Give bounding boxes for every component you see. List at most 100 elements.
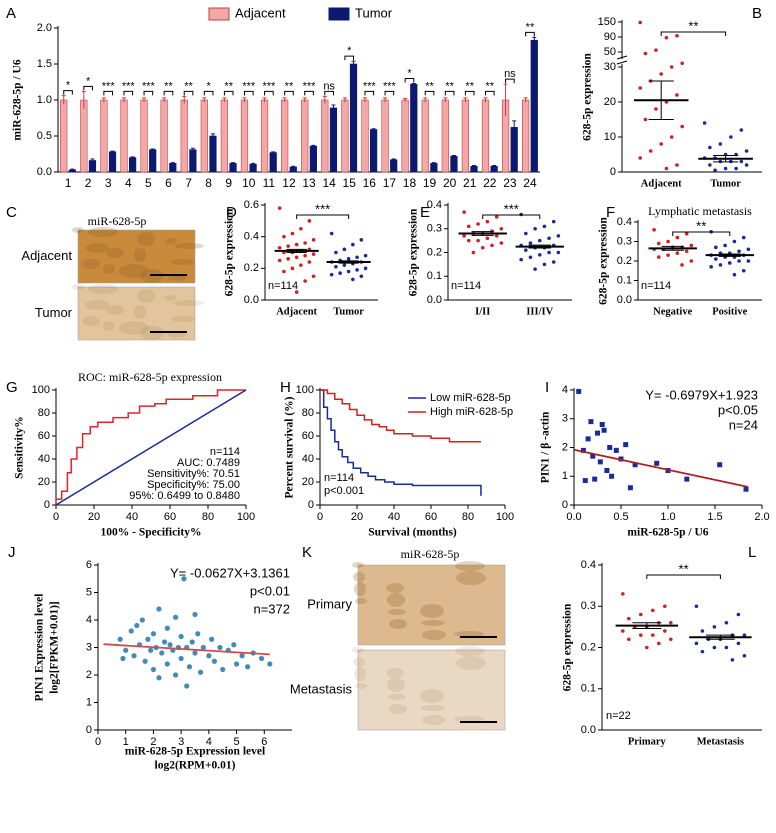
data-point xyxy=(167,642,173,648)
data-point xyxy=(211,658,217,664)
x-axis-label: miR-628-5p Expression level xyxy=(125,746,265,758)
bar xyxy=(510,127,518,173)
data-point xyxy=(359,238,364,242)
data-point xyxy=(684,476,690,482)
data-point xyxy=(744,163,749,167)
annotation: AUC: 0.7489 xyxy=(177,457,240,469)
y-tick-label: 150 xyxy=(598,16,616,28)
x-tick-label: 8 xyxy=(205,176,212,190)
y-tick-label: 3 xyxy=(86,641,92,653)
y-tick-label: 60 xyxy=(302,430,314,442)
y-tick-label: 0.6 xyxy=(244,199,259,211)
bar xyxy=(180,99,188,173)
tissue-texture xyxy=(387,678,405,692)
x-axis-label: log2(RPM+0.01) xyxy=(155,760,236,772)
tissue-texture xyxy=(119,264,149,278)
error-bar xyxy=(523,97,528,103)
y-tick-label: 4 xyxy=(562,384,568,396)
data-point xyxy=(613,447,619,453)
bar xyxy=(169,163,177,173)
legend-swatch xyxy=(208,7,230,21)
y-tick-label: 80 xyxy=(38,407,50,419)
data-point xyxy=(476,238,480,243)
x-tick-label: 21 xyxy=(463,176,477,190)
data-point xyxy=(607,445,613,450)
error-bar xyxy=(383,97,388,103)
error-bar xyxy=(528,244,551,249)
data-point xyxy=(537,238,542,243)
data-point xyxy=(718,142,723,146)
y-tick-label: 90 xyxy=(604,31,616,43)
data-point xyxy=(744,149,749,153)
error-bar xyxy=(121,97,126,103)
data-point xyxy=(580,447,586,453)
data-point xyxy=(528,255,533,260)
sig-bracket xyxy=(123,90,134,96)
sig-bracket xyxy=(464,90,475,96)
data-point xyxy=(659,142,663,146)
annotation: Y= -0.0627X+3.1361 xyxy=(170,565,290,580)
data-point xyxy=(666,253,670,257)
data-point xyxy=(142,658,148,664)
data-point xyxy=(717,462,723,468)
data-point xyxy=(737,249,741,254)
x-tick-label: I/II xyxy=(475,306,490,317)
data-point xyxy=(462,210,466,214)
error-bar xyxy=(471,231,494,236)
annotation: n=24 xyxy=(729,417,758,432)
data-point xyxy=(524,231,528,236)
data-point xyxy=(200,644,206,651)
tissue-texture xyxy=(171,259,195,265)
tissue-texture xyxy=(422,715,446,725)
sig-label: *** xyxy=(262,80,276,92)
sig-label: *** xyxy=(315,201,330,216)
x-tick-label: 22 xyxy=(483,176,497,190)
y-tick-label: 100 xyxy=(32,384,50,396)
error-bar xyxy=(661,245,684,251)
data-point xyxy=(173,672,179,678)
error-bar xyxy=(342,97,347,103)
x-tick-label: Metastasis xyxy=(697,736,744,747)
tissue-texture xyxy=(355,683,367,689)
series-line xyxy=(320,389,482,496)
chart-title: miR-628-5p xyxy=(401,547,460,561)
data-point xyxy=(311,238,316,242)
error-bar xyxy=(251,162,256,165)
sig-bracket xyxy=(364,90,375,96)
x-tick-label: 23 xyxy=(503,176,517,190)
chart-title: ROC: miR-628-5p expression xyxy=(78,370,222,384)
x-tick-label: 2 xyxy=(85,176,92,190)
y-tick-label: 0.1 xyxy=(427,270,442,282)
chart-title: miR-628-5p xyxy=(88,214,147,228)
data-point xyxy=(480,245,485,250)
bar xyxy=(269,152,277,173)
data-point xyxy=(736,641,741,646)
tissue-texture xyxy=(103,264,115,274)
x-tick-label: 1.0 xyxy=(660,511,675,523)
y-tick-label: 2 xyxy=(562,441,568,453)
data-point xyxy=(680,263,684,267)
data-point xyxy=(524,248,528,252)
legend-label: Adjacent xyxy=(235,5,286,20)
sig-bracket xyxy=(404,77,415,83)
data-point xyxy=(551,219,556,224)
error-bar xyxy=(262,97,267,103)
error-bar xyxy=(351,60,356,67)
tissue-texture xyxy=(352,647,364,653)
tissue-texture xyxy=(454,716,484,722)
data-point xyxy=(490,243,494,248)
sig-bracket xyxy=(163,90,174,96)
data-point xyxy=(654,460,660,466)
row-label: Tumor xyxy=(35,305,73,320)
x-tick-label: 16 xyxy=(363,176,377,190)
data-point xyxy=(663,604,667,609)
x-tick-label: 2 xyxy=(150,736,156,748)
data-point xyxy=(675,93,679,97)
data-point xyxy=(648,149,653,153)
tissue-texture xyxy=(174,300,204,306)
x-tick-label: 11 xyxy=(263,176,276,190)
data-point xyxy=(724,620,729,625)
data-point xyxy=(597,459,603,465)
chart-title: Lymphatic metastasis xyxy=(648,204,752,218)
